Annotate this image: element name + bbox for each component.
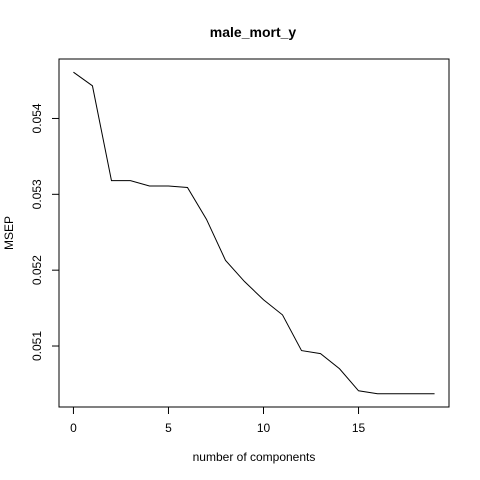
y-tick-label: 0.051 — [30, 331, 44, 361]
y-tick-label: 0.054 — [30, 103, 44, 133]
series-group — [73, 71, 435, 395]
x-tick-label: 10 — [257, 421, 271, 435]
y-tick-label: 0.053 — [30, 179, 44, 209]
x-tick-label: 0 — [70, 421, 77, 435]
x-axis-label: number of components — [193, 450, 316, 464]
x-tick-label: 15 — [352, 421, 366, 435]
y-axis: 0.051 0.052 0.053 0.054 — [30, 103, 60, 361]
chart-title: male_mort_y — [210, 24, 297, 40]
series-line — [73, 71, 435, 395]
y-axis-label: MSEP — [2, 216, 16, 250]
x-axis: 0 5 10 15 — [70, 406, 366, 435]
y-tick-label: 0.052 — [30, 255, 44, 285]
x-tick-label: 5 — [165, 421, 172, 435]
